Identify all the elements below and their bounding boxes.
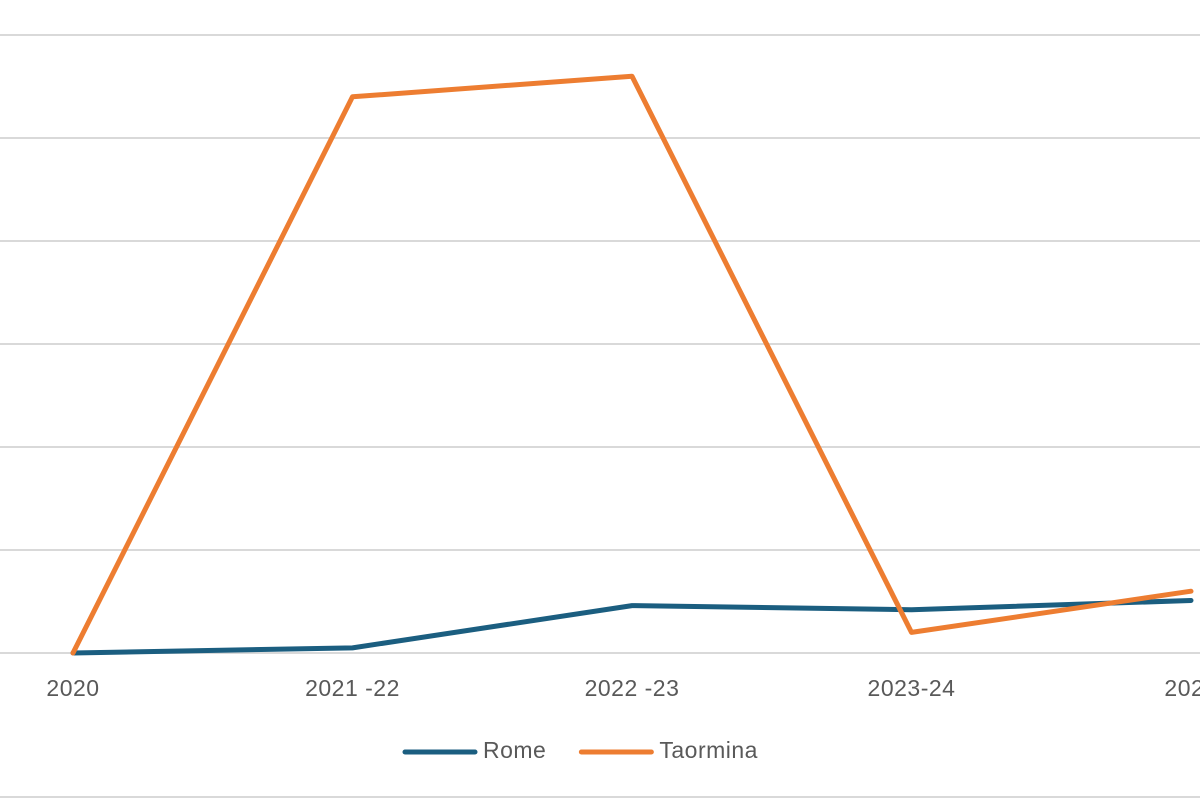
series-line	[70, 597, 1194, 656]
x-tick-label: 2022 -23	[585, 675, 680, 701]
x-tick-label: 2021 -22	[305, 675, 400, 701]
legend-label: Taormina	[659, 737, 758, 763]
legend-label: Rome	[483, 737, 546, 763]
x-tick-label: 2024	[1164, 675, 1200, 701]
series-line	[70, 73, 1194, 656]
x-tick-label: 2020	[46, 675, 99, 701]
x-tick-label: 2023-24	[868, 675, 956, 701]
